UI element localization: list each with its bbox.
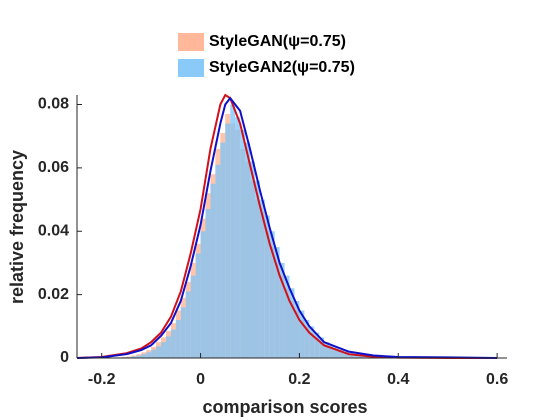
histogram-bar bbox=[161, 342, 166, 358]
histogram-bar bbox=[141, 354, 147, 358]
x-tick-label: 0.6 bbox=[486, 371, 508, 388]
x-tick-label: 0 bbox=[196, 371, 205, 388]
histogram-bar bbox=[245, 142, 250, 358]
histogram-bar bbox=[230, 104, 236, 358]
histogram-bar bbox=[319, 337, 325, 358]
legend-label: StyleGAN(ψ=0.75) bbox=[209, 33, 346, 50]
legend-label: StyleGAN2(ψ=0.75) bbox=[209, 59, 355, 76]
histogram-bar bbox=[225, 123, 231, 359]
legend-swatch bbox=[178, 33, 204, 51]
histogram-bar bbox=[210, 183, 216, 358]
histogram-bar bbox=[343, 351, 349, 358]
histogram-bar bbox=[348, 352, 354, 358]
histogram-bar bbox=[165, 336, 171, 358]
y-axis-label: relative frequency bbox=[7, 150, 27, 304]
histogram-bar bbox=[289, 288, 295, 358]
legend-swatch bbox=[178, 59, 204, 77]
histogram-bar bbox=[170, 329, 176, 358]
histogram-bar bbox=[264, 215, 270, 358]
x-axis-label: comparison scores bbox=[202, 397, 367, 417]
histogram-bar bbox=[156, 346, 162, 358]
histogram-bar bbox=[284, 275, 290, 358]
histogram-bar bbox=[274, 247, 280, 358]
histogram-bar bbox=[334, 347, 339, 358]
histogram-bar bbox=[299, 310, 305, 358]
density-curve bbox=[76, 93, 498, 359]
histogram-bar bbox=[329, 345, 335, 358]
histogram-bar bbox=[314, 332, 320, 358]
histogram-bar bbox=[249, 161, 255, 358]
histogram-bar bbox=[304, 319, 310, 358]
histogram-bar bbox=[185, 291, 191, 358]
histogram-bar bbox=[131, 356, 137, 358]
y-tick-label: 0.08 bbox=[38, 96, 69, 113]
y-tick-label: 0.04 bbox=[38, 222, 69, 239]
x-tick-label: 0.4 bbox=[387, 371, 409, 388]
histogram-bar bbox=[151, 349, 157, 358]
histogram-bar bbox=[220, 142, 226, 358]
histogram-bar bbox=[190, 275, 196, 358]
histogram-bar bbox=[200, 231, 206, 358]
density-curve bbox=[76, 96, 498, 359]
histogram-bar bbox=[235, 117, 241, 358]
histogram-bar bbox=[195, 253, 201, 358]
histogram-bar bbox=[136, 355, 142, 358]
histogram-bar bbox=[175, 319, 181, 358]
histogram-bar bbox=[309, 326, 315, 358]
histogram-bar bbox=[205, 209, 211, 358]
y-tick-label: 0 bbox=[60, 349, 69, 366]
histogram-bar bbox=[324, 342, 330, 358]
histogram-bar bbox=[259, 199, 265, 358]
histogram-bar bbox=[180, 307, 186, 358]
y-tick-label: 0.02 bbox=[38, 286, 69, 303]
histogram-bar bbox=[269, 231, 275, 358]
histogram-bar bbox=[338, 349, 344, 358]
y-tick-label: 0.06 bbox=[38, 159, 69, 176]
histogram-bar bbox=[146, 352, 152, 358]
histogram-bar bbox=[294, 300, 300, 358]
x-tick-label: -0.2 bbox=[88, 371, 116, 388]
histogram-bar bbox=[254, 180, 260, 358]
histogram-bar bbox=[240, 129, 246, 358]
histogram-bar bbox=[279, 262, 285, 358]
x-tick-label: 0.2 bbox=[288, 371, 310, 388]
histogram-bar bbox=[215, 164, 221, 358]
